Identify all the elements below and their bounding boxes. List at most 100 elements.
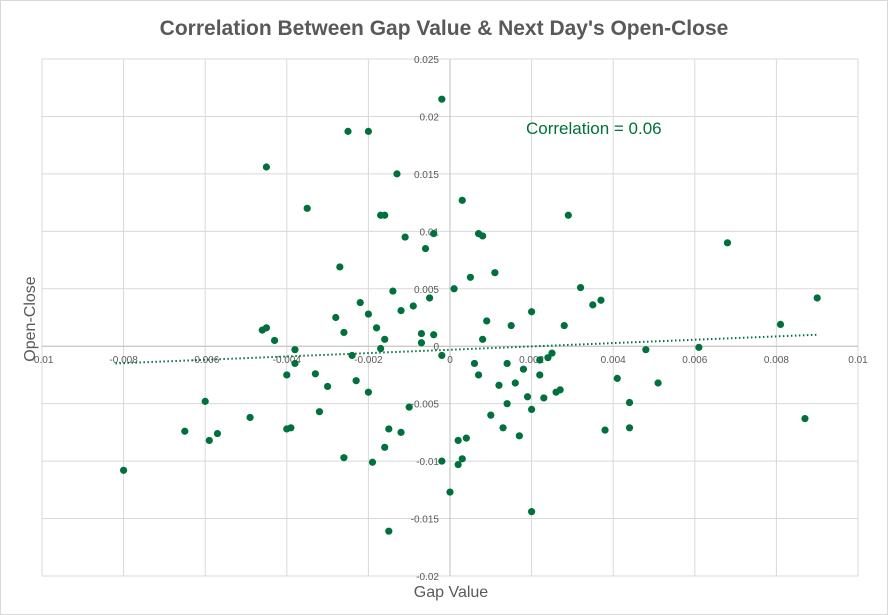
data-point: [364, 388, 372, 396]
data-point: [409, 302, 417, 310]
data-point: [385, 425, 393, 433]
data-point: [368, 458, 377, 466]
data-point: [397, 307, 405, 315]
data-point: [201, 397, 209, 405]
data-point: [458, 455, 466, 463]
data-point: [344, 127, 352, 135]
data-point: [381, 211, 389, 219]
y-axis-title: Open-Close: [22, 276, 39, 361]
data-point: [560, 321, 568, 330]
data-point: [503, 400, 511, 408]
data-point: [597, 296, 605, 304]
data-point: [262, 324, 270, 332]
data-point: [430, 331, 438, 339]
data-point: [552, 388, 560, 396]
data-point: [515, 432, 523, 440]
data-point: [336, 263, 344, 271]
correlation-annotation: Correlation = 0.06: [526, 119, 662, 138]
y-tick-label: -0.01: [416, 457, 439, 468]
data-point: [625, 398, 634, 407]
data-point: [654, 379, 662, 387]
data-point: [262, 163, 270, 171]
data-point: [303, 204, 311, 212]
data-point: [536, 356, 544, 364]
data-point: [417, 339, 426, 347]
data-point: [381, 335, 389, 343]
data-point: [450, 285, 458, 293]
data-point: [625, 424, 634, 432]
y-tick-label: 0.025: [414, 55, 439, 66]
data-points: [120, 95, 821, 535]
data-point: [421, 244, 430, 253]
y-tick-label: -0.015: [411, 515, 440, 526]
data-point: [389, 287, 397, 295]
data-point: [311, 370, 319, 378]
data-point: [348, 351, 356, 360]
data-point: [426, 294, 434, 302]
data-point: [381, 443, 389, 451]
y-tick-label: -0.02: [416, 572, 439, 583]
data-point: [270, 336, 279, 345]
data-point: [205, 436, 213, 445]
data-point: [401, 233, 409, 241]
data-point: [462, 434, 470, 442]
data-point: [503, 359, 511, 368]
data-point: [181, 427, 189, 435]
data-point: [372, 324, 381, 332]
data-point: [528, 308, 536, 316]
data-point: [528, 405, 536, 414]
data-point: [801, 415, 809, 423]
x-tick-label: 0.01: [848, 355, 868, 366]
data-point: [470, 359, 479, 368]
data-point: [315, 408, 324, 416]
data-point: [340, 454, 348, 462]
data-point: [813, 294, 821, 302]
y-tick-label: 0: [433, 342, 439, 353]
data-point: [340, 328, 348, 337]
data-point: [519, 365, 528, 373]
data-point: [454, 460, 462, 469]
data-point: [642, 346, 650, 354]
data-point: [487, 411, 495, 419]
data-point: [723, 239, 732, 247]
data-point: [291, 359, 299, 368]
y-tick-labels: -0.02 -0.015 -0.01 -0.005 0 0.005 0.01 0.015 0.0…: [411, 55, 440, 583]
data-point: [283, 371, 291, 379]
data-point: [528, 508, 536, 516]
data-point: [291, 346, 299, 354]
data-point: [544, 354, 552, 362]
data-point: [483, 317, 491, 325]
data-point: [601, 426, 609, 434]
data-point: [466, 273, 474, 281]
data-point: [776, 320, 785, 328]
x-tick-label: -0.006: [191, 355, 220, 366]
data-point: [385, 527, 393, 535]
data-point: [589, 301, 597, 309]
data-point: [499, 424, 507, 432]
data-point: [576, 284, 585, 292]
data-point: [495, 381, 503, 389]
x-tick-label: 0.008: [764, 355, 789, 366]
y-tick-label: 0.015: [414, 170, 439, 181]
data-point: [507, 321, 515, 330]
x-tick-label: 0.002: [519, 355, 544, 366]
chart-title: Correlation Between Gap Value & Next Day…: [160, 17, 729, 40]
x-tick-label: -0.002: [354, 355, 383, 366]
y-tick-label: 0.02: [420, 112, 440, 123]
data-point: [430, 230, 438, 238]
gridlines: [41, 58, 859, 577]
data-point: [397, 428, 405, 436]
y-tick-label: 0.005: [414, 285, 439, 296]
data-point: [479, 335, 487, 343]
data-point: [352, 377, 360, 385]
data-point: [332, 313, 340, 322]
data-point: [695, 343, 703, 351]
data-point: [417, 329, 426, 338]
data-point: [438, 351, 446, 360]
trendline: [115, 333, 818, 365]
x-tick-label: 0.004: [601, 355, 626, 366]
data-point: [458, 196, 466, 204]
data-point: [548, 349, 556, 357]
data-point: [523, 393, 532, 401]
data-point: [511, 379, 519, 387]
